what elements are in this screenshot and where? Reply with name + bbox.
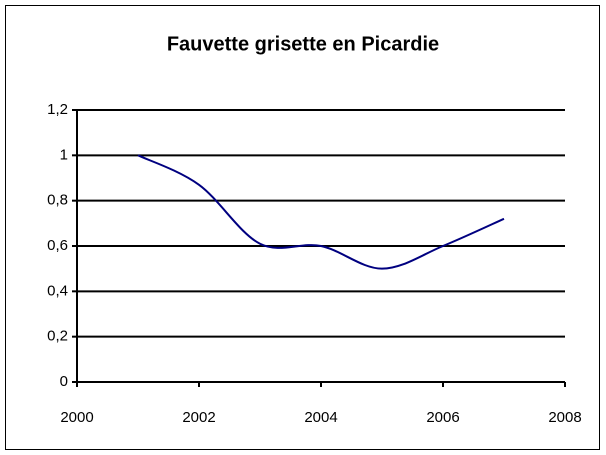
- data-line: [137, 154, 505, 270]
- y-tick-label: 0: [60, 373, 68, 390]
- x-tick-label: 2006: [426, 409, 459, 426]
- y-tick-label: 0,6: [47, 237, 68, 254]
- x-tick-label: 2000: [60, 409, 93, 426]
- y-tick-label: 0,2: [47, 328, 68, 345]
- y-tick-label: 0,8: [47, 192, 68, 209]
- x-tick-label: 2008: [548, 409, 581, 426]
- chart-frame: [5, 5, 600, 450]
- y-tick-label: 1,2: [47, 101, 68, 118]
- y-tick-label: 0,4: [47, 282, 68, 299]
- chart-title: Fauvette grisette en Picardie: [167, 33, 439, 55]
- x-tick-label: 2002: [182, 409, 215, 426]
- x-tick-label: 2004: [304, 409, 337, 426]
- y-tick-label: 1: [60, 146, 68, 163]
